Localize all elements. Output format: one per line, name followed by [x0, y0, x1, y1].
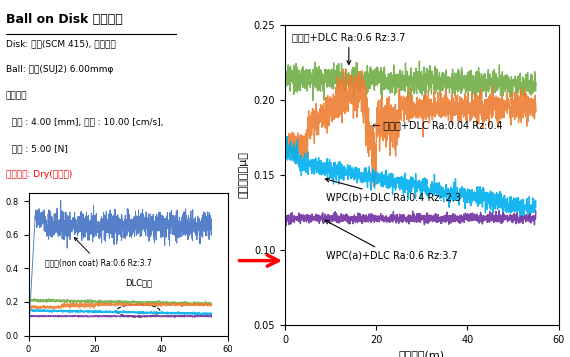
Text: WPC(a)+DLC Ra:0.6 Rz:3.7: WPC(a)+DLC Ra:0.6 Rz:3.7 [325, 220, 458, 261]
X-axis label: 摺動距離(m): 摺動距離(m) [399, 350, 445, 357]
Text: 荷重 : 5.00 [N]: 荷重 : 5.00 [N] [6, 144, 68, 153]
Text: WPC(b)+DLC Ra:0.4 Rz: 2.3: WPC(b)+DLC Ra:0.4 Rz: 2.3 [325, 178, 461, 202]
Text: 半径 : 4.00 [mm], 速度 : 10.00 [cm/s],: 半径 : 4.00 [mm], 速度 : 10.00 [cm/s], [6, 118, 163, 127]
Text: 測定環境: Dry(無潤滑): 測定環境: Dry(無潤滑) [6, 170, 72, 179]
Text: 研削面+DLC Ra:0.6 Rz:3.7: 研削面+DLC Ra:0.6 Rz:3.7 [292, 32, 405, 65]
Text: ← 研磨面+DLC Ra:0.04 Rz:0.4: ← 研磨面+DLC Ra:0.04 Rz:0.4 [372, 120, 502, 130]
Text: 研削面(non coat) Ra:0.6 Rz:3.7: 研削面(non coat) Ra:0.6 Rz:3.7 [45, 237, 152, 267]
Text: 測定条件: 測定条件 [6, 91, 27, 101]
Text: DLC被覆: DLC被覆 [125, 278, 152, 287]
Text: Disk: 基材(SCM 415), 各種処理: Disk: 基材(SCM 415), 各種処理 [6, 39, 116, 48]
Text: Ball on Disk 摩擦試験: Ball on Disk 摩擦試験 [6, 13, 123, 26]
Y-axis label: 摩擦係数（μ）: 摩擦係数（μ） [238, 151, 248, 198]
Text: Ball: 基材(SUJ2) 6.00mmφ: Ball: 基材(SUJ2) 6.00mmφ [6, 65, 113, 74]
